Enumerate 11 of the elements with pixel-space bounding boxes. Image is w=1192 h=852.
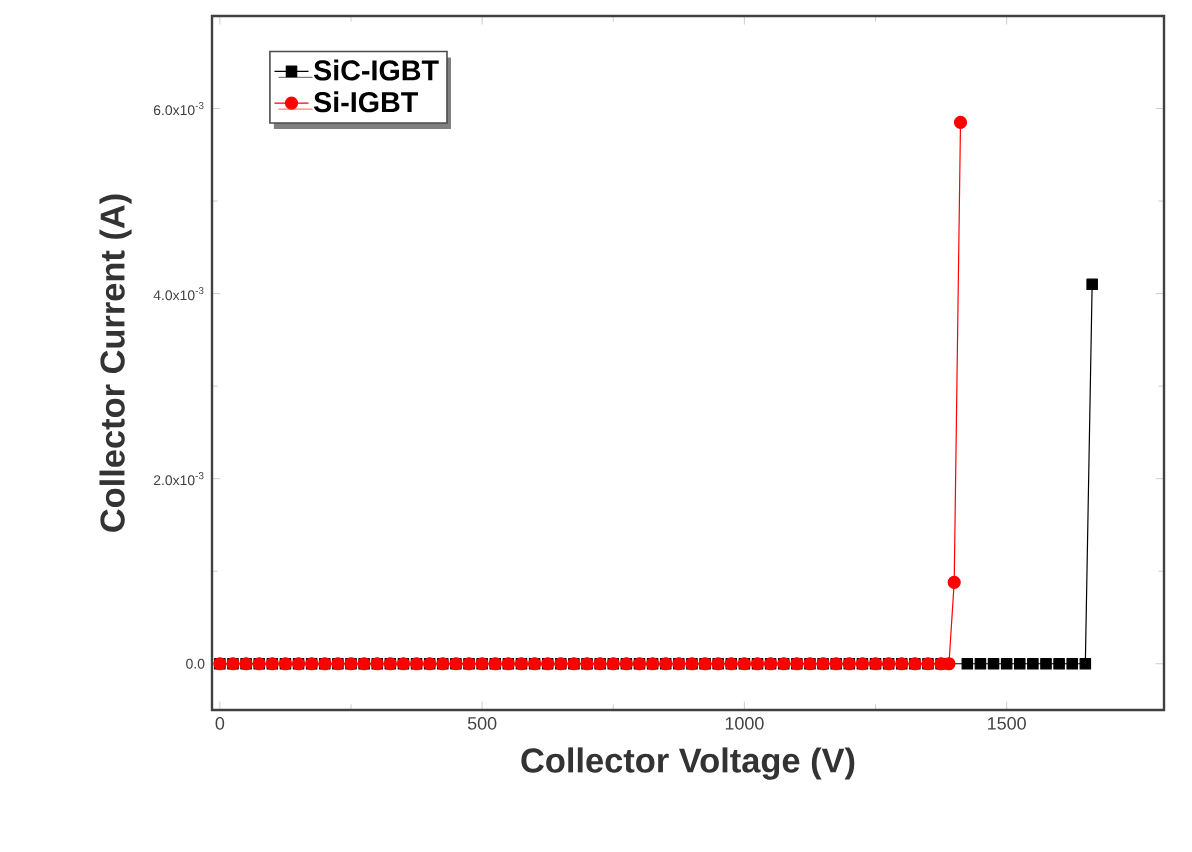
point <box>942 657 956 671</box>
x-tick-label: 1500 <box>988 717 1026 730</box>
point <box>947 575 961 589</box>
x-tick-label: 1000 <box>725 717 764 730</box>
x-tick-label: 0 <box>215 717 225 730</box>
x-tick-label: 500 <box>467 717 497 730</box>
legend-label: Si-IGBT <box>313 91 418 113</box>
legend-label: SiC-IGBT <box>313 59 439 81</box>
point <box>953 115 968 129</box>
y-axis-title: Collector Current (A) <box>99 194 132 532</box>
x-axis-title: Collector Voltage (V) <box>521 747 855 780</box>
